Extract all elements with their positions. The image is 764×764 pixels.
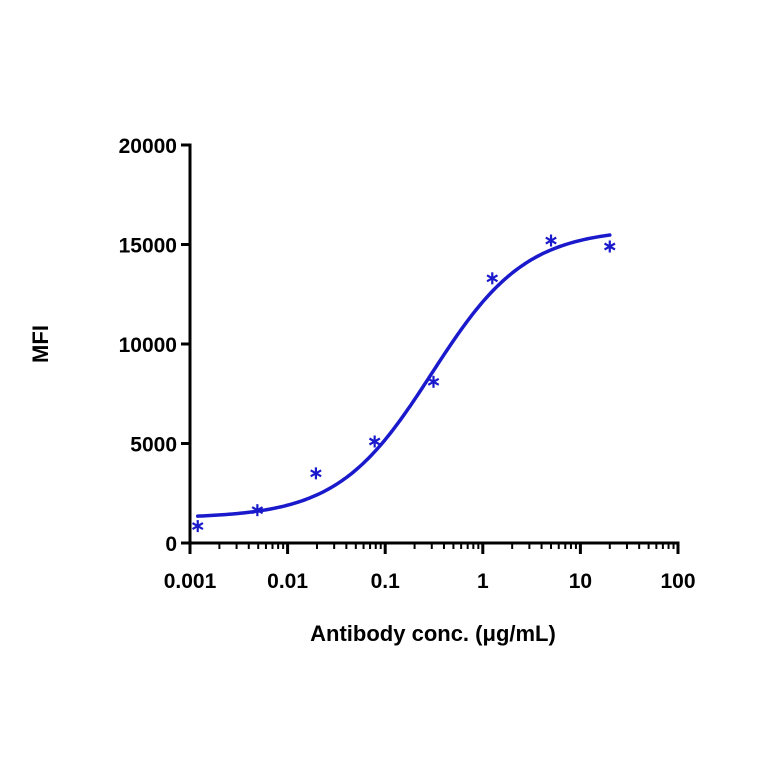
data-point-stroke [427,377,440,386]
y-tick-label: 15000 [119,235,177,258]
data-point [191,520,204,533]
x-tick-label: 0.001 [164,570,217,593]
data-point [251,504,264,517]
data-point-stroke [368,437,381,446]
x-axis: 0.001 0.01 0.1 1 10 100 [164,541,696,593]
x-tick-label: 10 [569,570,592,593]
fit-curve [195,233,612,518]
data-point [545,234,557,247]
data-point-stroke [486,274,499,283]
x-tick-label: 1 [477,570,489,593]
y-axis-title: MFI [28,325,53,363]
y-tick-label: 10000 [119,334,177,357]
y-tick-label: 0 [165,533,177,556]
data-point-stroke [251,506,264,515]
y-tick-label: 20000 [119,135,177,158]
data-point [604,240,616,253]
x-axis-title: Antibody conc. (μg/mL) [310,621,556,646]
y-tick-label: 5000 [130,434,177,457]
data-point-stroke [191,522,204,531]
data-point-stroke [545,236,557,245]
y-axis: 0 5000 10000 15000 20000 [119,135,192,556]
x-tick-label: 100 [660,570,695,593]
data-point [486,272,499,285]
x-tick-label: 0.01 [267,570,308,593]
data-point [368,435,381,448]
data-point-stroke [604,242,616,251]
x-tick-label: 0.1 [371,570,401,593]
data-points [191,234,616,533]
data-point [427,375,440,388]
data-point [310,467,322,480]
fit-curve-group [195,233,612,518]
data-point-stroke [310,469,322,478]
